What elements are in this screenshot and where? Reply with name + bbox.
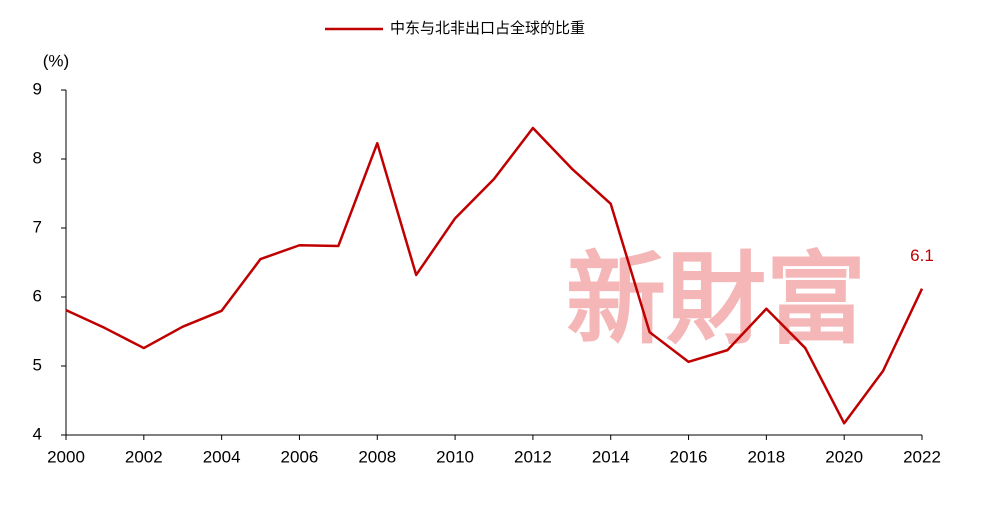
y-tick-label: 7	[33, 217, 42, 236]
x-tick-label: 2018	[747, 447, 785, 466]
x-tick-label: 2008	[358, 447, 396, 466]
x-tick-label: 2004	[203, 447, 241, 466]
y-axis-label: (%)	[43, 51, 69, 70]
watermark: 新財富	[566, 240, 866, 358]
x-tick-label: 2012	[514, 447, 552, 466]
x-tick-label: 2006	[281, 447, 319, 466]
data-line	[65, 126, 924, 425]
x-tick-label: 2014	[592, 447, 630, 466]
x-tick-label: 2002	[125, 447, 163, 466]
x-tick-label: 2022	[903, 447, 941, 466]
y-tick-label: 6	[33, 286, 42, 305]
x-tick-label: 2016	[670, 447, 708, 466]
x-tick-label: 2020	[825, 447, 863, 466]
x-tick-label: 2000	[47, 447, 85, 466]
y-tick-label: 5	[33, 355, 42, 374]
x-tick-label: 2010	[436, 447, 474, 466]
legend-label: 中东与北非出口占全球的比重	[390, 19, 585, 37]
y-tick-label: 9	[33, 79, 42, 98]
value-label: 6.1	[910, 246, 934, 265]
y-tick-label: 8	[33, 148, 42, 167]
y-tick-label: 4	[33, 424, 42, 443]
